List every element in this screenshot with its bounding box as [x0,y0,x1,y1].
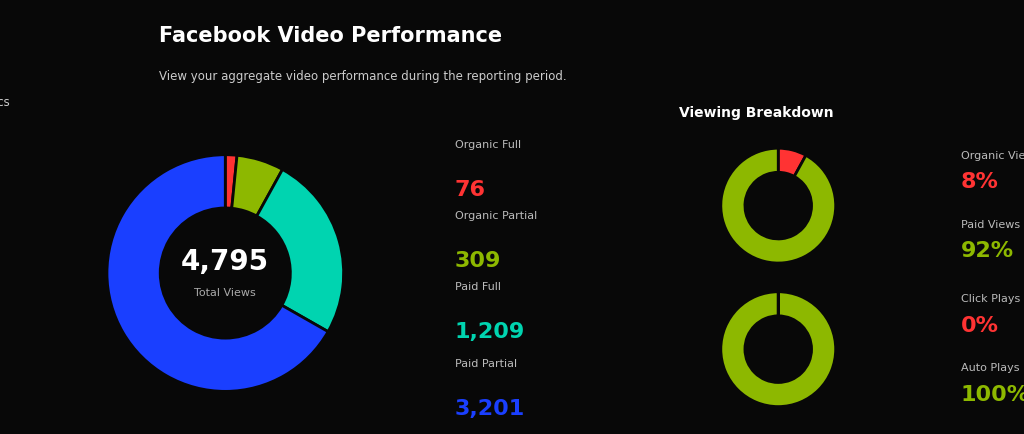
Text: 309: 309 [455,250,502,270]
Text: 3,201: 3,201 [455,398,525,418]
Text: 76: 76 [455,180,486,200]
Wedge shape [257,170,344,332]
Text: View your aggregate video performance during the reporting period.: View your aggregate video performance du… [159,70,566,83]
Text: Auto Plays: Auto Plays [961,362,1019,372]
Text: 92%: 92% [961,240,1014,260]
Text: 100%: 100% [961,384,1024,404]
Text: View Metrics: View Metrics [0,96,10,109]
Wedge shape [721,149,836,263]
Wedge shape [231,156,283,217]
Wedge shape [225,155,237,209]
Wedge shape [778,149,806,177]
Text: Paid Full: Paid Full [455,281,501,291]
Text: Paid Partial: Paid Partial [455,358,517,368]
Text: Click Plays: Click Plays [961,293,1020,303]
Text: 1,209: 1,209 [455,321,525,341]
Text: Organic Full: Organic Full [455,139,521,149]
Text: Organic Views: Organic Views [961,150,1024,160]
Text: 0%: 0% [961,315,998,335]
Text: 8%: 8% [961,172,998,192]
Text: Paid Views: Paid Views [961,219,1020,229]
Wedge shape [721,292,836,407]
Text: Viewing Breakdown: Viewing Breakdown [679,106,834,120]
Text: Organic Partial: Organic Partial [455,210,538,220]
Text: Total Views: Total Views [195,287,256,297]
Text: 4,795: 4,795 [181,248,269,276]
Text: Facebook Video Performance: Facebook Video Performance [159,26,502,46]
Wedge shape [106,155,328,391]
